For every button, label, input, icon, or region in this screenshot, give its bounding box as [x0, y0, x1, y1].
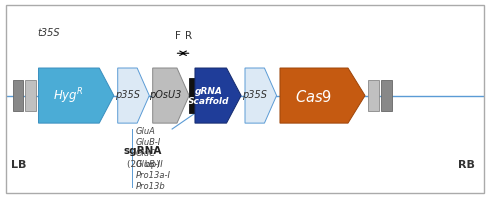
Text: pOsU3: pOsU3 [148, 89, 181, 99]
Bar [189, 78, 195, 114]
Text: Pro13a-I: Pro13a-I [136, 170, 171, 179]
Text: GluA: GluA [136, 127, 155, 136]
Text: GluB-II: GluB-II [136, 159, 164, 168]
Bar [381, 80, 392, 112]
Polygon shape [39, 69, 114, 124]
Text: GluC: GluC [136, 148, 156, 157]
Polygon shape [118, 69, 149, 124]
Polygon shape [153, 69, 189, 124]
Text: p35S: p35S [242, 89, 267, 99]
Text: Pro13b: Pro13b [136, 181, 166, 190]
Text: LB: LB [11, 159, 27, 169]
Text: F: F [175, 31, 181, 41]
Text: R: R [185, 31, 192, 41]
Polygon shape [195, 69, 241, 124]
Polygon shape [280, 69, 365, 124]
Text: (20 bp): (20 bp) [126, 159, 159, 168]
Bar [13, 80, 24, 112]
Text: t35S: t35S [37, 27, 60, 37]
Text: p35S: p35S [115, 89, 140, 99]
Text: $\mathit{Hyg}^{R}$: $\mathit{Hyg}^{R}$ [53, 86, 84, 106]
Text: sgRNA: sgRNA [124, 145, 162, 155]
Bar [25, 80, 36, 112]
Text: $\mathit{Cas9}$: $\mathit{Cas9}$ [295, 88, 333, 104]
Polygon shape [245, 69, 276, 124]
Text: gRNA
Scaffold: gRNA Scaffold [188, 86, 229, 106]
Text: GluB-I: GluB-I [136, 138, 161, 147]
Text: RB: RB [458, 159, 474, 169]
Bar [368, 80, 379, 112]
